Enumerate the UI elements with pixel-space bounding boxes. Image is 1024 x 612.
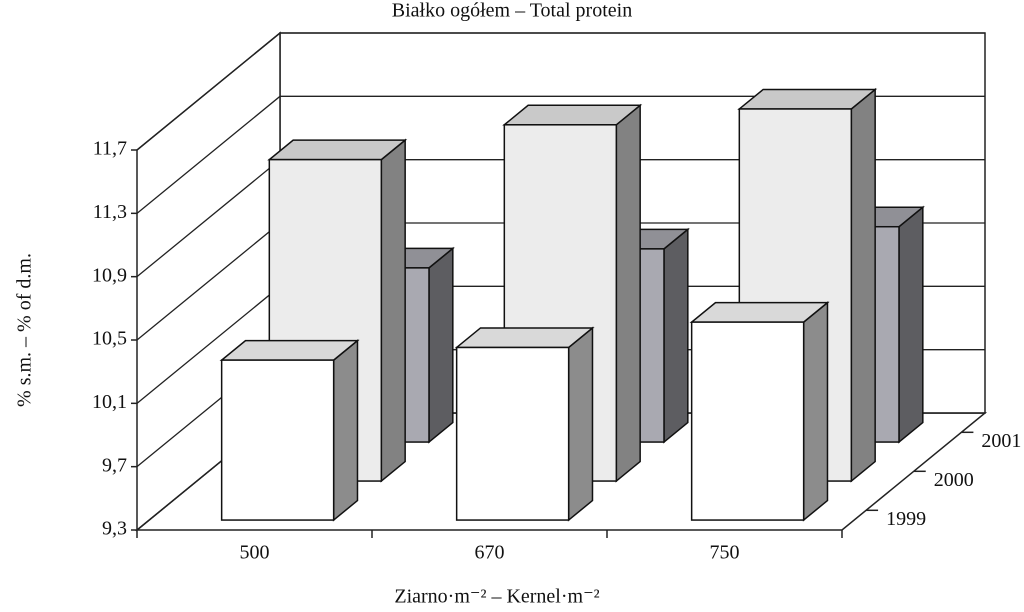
y-tick-label: 10,1: [92, 391, 127, 413]
x-tick-label: 670: [475, 542, 505, 564]
y-tick-label: 11,7: [93, 138, 127, 160]
grid-line: [136, 95, 985, 214]
bar-side: [615, 103, 641, 483]
bar-side: [567, 326, 594, 522]
bar-top: [219, 339, 360, 361]
x-axis-label: Ziarno·m⁻² – Kernel·m⁻²: [394, 586, 599, 608]
bar-side: [663, 227, 689, 444]
bar-top: [267, 139, 408, 161]
legend-label: 2000: [934, 469, 974, 491]
bar-side: [332, 339, 359, 522]
bar-top: [454, 327, 595, 349]
bar-side: [802, 301, 829, 522]
bar-top: [737, 88, 878, 110]
bar: [690, 321, 805, 521]
bar-top: [689, 301, 830, 323]
y-tick-label: 10,5: [92, 328, 127, 350]
y-tick-label: 11,3: [93, 201, 127, 223]
bar-side: [898, 205, 924, 444]
y-tick-label: 9,3: [102, 518, 127, 540]
y-axis-label: % s.m. – % of d.m.: [14, 253, 36, 407]
chart-title: Białko ogółem – Total protein: [392, 0, 632, 22]
bar: [220, 359, 335, 521]
x-tick-label: 500: [240, 542, 270, 564]
bar-side: [850, 87, 876, 483]
bar: [455, 346, 570, 521]
bar-top: [502, 104, 643, 126]
grid-line: [136, 32, 985, 151]
legend-label: 2001: [981, 430, 1021, 452]
x-tick-label: 750: [710, 542, 740, 564]
bar-side: [428, 246, 454, 444]
bar-side: [380, 138, 406, 483]
legend-label: 1999: [886, 508, 926, 530]
y-tick-label: 10,9: [92, 264, 127, 286]
y-tick-label: 9,7: [102, 454, 127, 476]
